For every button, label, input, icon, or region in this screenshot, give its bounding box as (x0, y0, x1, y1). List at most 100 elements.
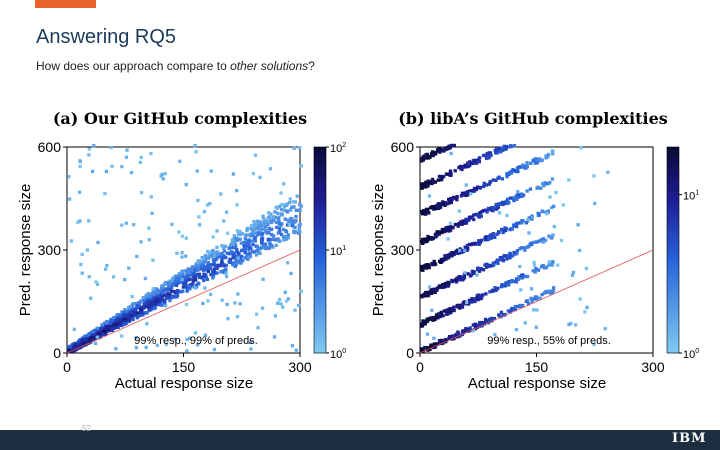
heatmap-cell (463, 191, 467, 195)
heatmap-cell (72, 327, 76, 331)
heatmap-cell (439, 260, 443, 264)
heatmap-cell (234, 236, 238, 240)
heatmap-cell (151, 291, 155, 295)
heatmap-cell (186, 271, 190, 275)
heatmap-cell (282, 182, 286, 186)
heatmap-cell (206, 299, 210, 303)
colorbar-swatch (667, 184, 679, 189)
heatmap-cell (157, 289, 161, 293)
heatmap-cell (268, 215, 272, 219)
heatmap-cell (132, 309, 137, 314)
heatmap-cell (556, 263, 560, 267)
heatmap-cell (509, 196, 513, 200)
colorbar-swatch (314, 318, 326, 323)
heatmap-cell (236, 256, 240, 260)
heatmap-cell (549, 236, 553, 240)
colorbar-swatch (667, 260, 679, 265)
heatmap-cell (169, 284, 173, 288)
heatmap-cell (538, 296, 542, 300)
heatmap-cell (156, 302, 161, 307)
heatmap-cell (520, 194, 524, 198)
heatmap-cell (276, 231, 281, 235)
heatmap-cell (494, 207, 499, 211)
heatmap-cell (282, 238, 286, 242)
footer-bar (0, 430, 720, 450)
colorbar-swatch (667, 256, 679, 261)
slide-title: Answering RQ5 (36, 26, 177, 48)
heatmap-cell (443, 257, 447, 261)
heatmap-cell (458, 248, 462, 253)
heatmap-cell (522, 246, 526, 250)
heatmap-cell (131, 313, 135, 317)
heatmap-cell (293, 225, 297, 229)
heatmap-cell (518, 264, 522, 269)
heatmap-cell (200, 276, 204, 280)
heatmap-cell (240, 249, 244, 253)
heatmap-cell (258, 251, 262, 255)
heatmap-cell (606, 170, 610, 174)
heatmap-cell (103, 321, 107, 325)
heatmap-cell (203, 333, 208, 337)
heatmap-cell (233, 244, 238, 249)
colorbar-tick-label: 100 (330, 348, 346, 361)
heatmap-cell (485, 210, 489, 214)
heatmap-cell (273, 215, 277, 220)
heatmap-cell (145, 322, 149, 326)
heatmap-cell (219, 270, 223, 274)
chart-a-identity-line (66, 249, 301, 354)
heatmap-cell (425, 156, 429, 160)
heatmap-cell (520, 165, 524, 169)
x-tick-label: 0 (416, 359, 424, 375)
heatmap-cell (449, 225, 453, 229)
heatmap-cell (154, 287, 158, 291)
heatmap-cell (177, 230, 181, 234)
colorbar-swatch (314, 246, 326, 251)
heatmap-cell (131, 317, 135, 322)
heatmap-cell (479, 267, 483, 271)
colorbar-swatch (314, 332, 326, 337)
heatmap-cell (180, 277, 184, 282)
colorbar-swatch (667, 308, 679, 313)
heatmap-cell (445, 284, 449, 288)
heatmap-cell (284, 229, 288, 233)
colorbar-swatch (314, 191, 326, 196)
heatmap-cell (476, 185, 480, 189)
heatmap-cell (426, 181, 430, 185)
heatmap-cell (262, 217, 266, 221)
heatmap-cell (479, 214, 483, 218)
colorbar-swatch (667, 191, 679, 196)
heatmap-cell (423, 210, 427, 214)
heatmap-cell (537, 239, 541, 243)
heatmap-cell (123, 311, 127, 315)
heatmap-cell (422, 320, 426, 324)
colorbar-swatch (667, 236, 679, 241)
heatmap-cell (76, 220, 80, 224)
heatmap-cell (430, 308, 434, 312)
heatmap-cell (454, 280, 459, 284)
heatmap-cell (262, 221, 266, 226)
heatmap-cell (211, 276, 215, 280)
heatmap-cell (426, 184, 430, 188)
heatmap-cell (421, 210, 425, 214)
colorbar-swatch (667, 177, 679, 182)
colorbar-swatch (667, 195, 679, 199)
heatmap-cell (459, 166, 463, 171)
heatmap-cell (222, 255, 226, 259)
heatmap-cell (477, 160, 481, 164)
heatmap-cell (220, 261, 224, 265)
heatmap-cell (175, 277, 179, 281)
heatmap-cell (141, 296, 145, 300)
heatmap-cell (469, 192, 473, 196)
heatmap-cell (259, 228, 263, 232)
heatmap-cell (184, 254, 188, 258)
heatmap-cell (420, 237, 425, 242)
heatmap-cell (181, 289, 185, 293)
heatmap-cell (500, 200, 505, 205)
colorbar-tick-label: 101 (330, 245, 346, 258)
heatmap-cell (137, 304, 141, 308)
colorbar-swatch (314, 325, 326, 330)
heatmap-cell (529, 287, 534, 291)
heatmap-cell (211, 258, 216, 262)
heatmap-cell (80, 339, 84, 343)
heatmap-cell (120, 164, 124, 169)
